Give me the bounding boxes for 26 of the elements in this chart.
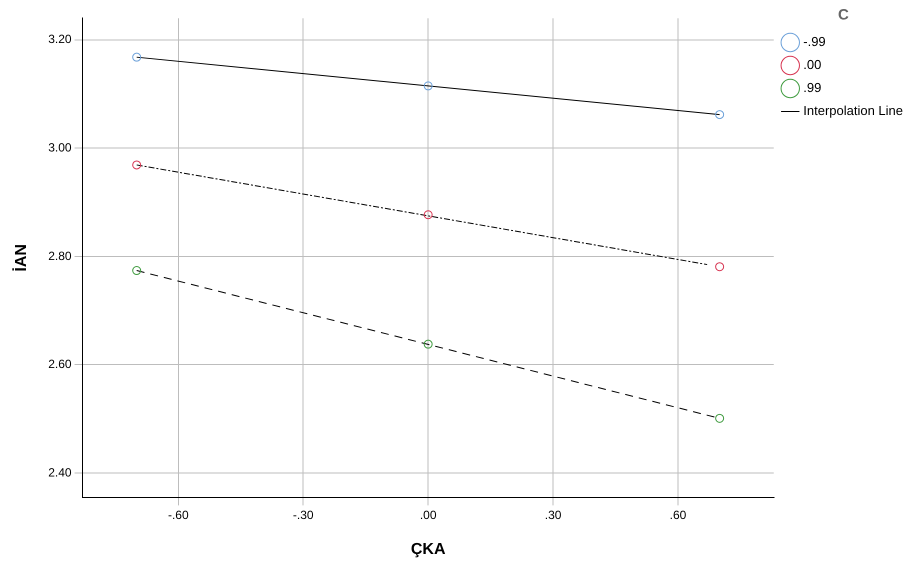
legend-label: -.99 (803, 34, 826, 50)
point (715, 414, 724, 423)
y-tick-label: 2.60 (48, 357, 72, 372)
x-axis-title: ÇKA (410, 540, 446, 558)
x-tick-label: -.30 (292, 508, 314, 522)
point (715, 262, 724, 272)
point (132, 52, 142, 62)
x-tick-label: .60 (670, 508, 687, 522)
point (715, 110, 724, 120)
point (132, 266, 142, 276)
x-tick-label: .30 (544, 508, 562, 522)
legend-label: Interpolation Line (803, 103, 904, 118)
legend-label: .00 (803, 57, 822, 72)
y-tick-label: 2.40 (48, 465, 72, 480)
y-tick-label: 3.00 (48, 140, 72, 154)
point (132, 160, 142, 170)
y-axis-title: İAN (12, 244, 30, 272)
legend-label: .99 (803, 80, 822, 96)
x-tick-label: .00 (420, 508, 437, 522)
legend-title: C (838, 6, 849, 24)
y-tick-label: 2.80 (48, 248, 72, 263)
x-tick-label: -.60 (168, 508, 189, 522)
point (424, 340, 433, 349)
point (424, 81, 433, 90)
y-tick-label: 3.20 (48, 32, 72, 46)
point (424, 210, 433, 220)
